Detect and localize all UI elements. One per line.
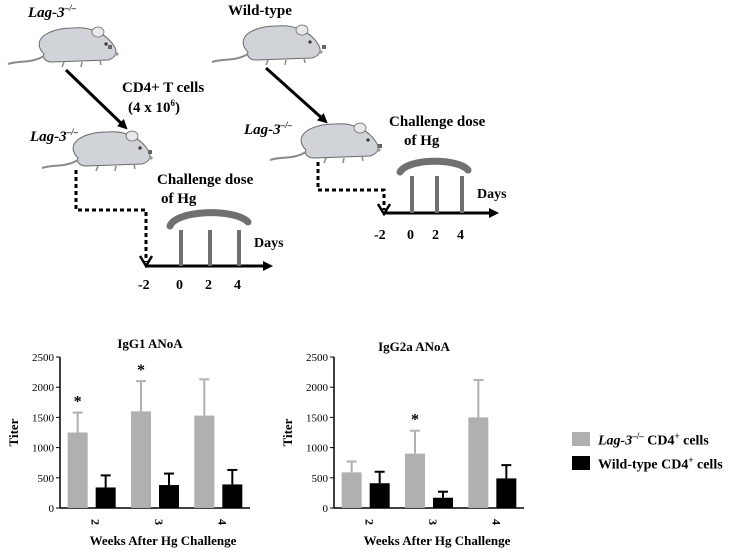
y-axis-label: Titer bbox=[6, 418, 21, 446]
y-tick-label: 1000 bbox=[306, 443, 329, 455]
challenge-bracket-right bbox=[396, 157, 472, 176]
significance-mark: * bbox=[411, 412, 419, 429]
transfer-label-line1: CD4+ T cells bbox=[122, 80, 205, 96]
donor-mouse-wildtype-icon bbox=[211, 24, 324, 66]
tick-label-right-neg2: -2 bbox=[374, 228, 386, 243]
y-tick-label: 2000 bbox=[32, 382, 55, 394]
challenge-label-right-line2: of Hg bbox=[404, 133, 440, 149]
bar-wildtype bbox=[222, 484, 243, 508]
bar-wildtype bbox=[433, 497, 453, 508]
days-label-left: Days bbox=[254, 236, 284, 251]
donor-label-right: Wild-type bbox=[228, 3, 292, 19]
tick-label-right-4: 4 bbox=[457, 228, 464, 243]
x-tick-label: 3 bbox=[152, 519, 166, 525]
x-tick-label: 2 bbox=[363, 519, 377, 525]
donor-label-left: Lag-3–/– bbox=[28, 3, 77, 21]
bar-lag3 bbox=[341, 472, 362, 508]
tick-label-left-0: 0 bbox=[176, 278, 183, 293]
significance-mark: * bbox=[137, 362, 145, 379]
dashed-path-right bbox=[316, 162, 386, 210]
tick-label-left-neg2: -2 bbox=[138, 278, 150, 293]
chart-title: IgG1 ANoA bbox=[117, 336, 183, 351]
bar-wildtype bbox=[369, 483, 390, 508]
dot-marker bbox=[322, 45, 326, 49]
y-tick-label: 2500 bbox=[306, 352, 329, 364]
chart-title: IgG2a ANoA bbox=[378, 339, 450, 354]
transfer-label-line2: (4 x 106) bbox=[128, 98, 180, 116]
bar-lag3 bbox=[131, 411, 151, 508]
legend-swatch-wildtype bbox=[572, 456, 590, 470]
y-axis-label: Titer bbox=[280, 418, 295, 446]
legend-label-lag3: Lag-3–/– CD4+ cells bbox=[598, 431, 709, 449]
x-tick-label: 3 bbox=[426, 519, 440, 525]
recipient-label-left: Lag-3–/– bbox=[30, 127, 79, 145]
bar-wildtype bbox=[159, 485, 179, 508]
challenge-bracket-left bbox=[166, 209, 252, 230]
legend-swatch-lag3 bbox=[572, 432, 590, 446]
x-tick-label: 4 bbox=[215, 519, 229, 525]
tick-label-right-2: 2 bbox=[432, 228, 439, 243]
x-tick-label: 2 bbox=[89, 519, 103, 525]
bar-lag3 bbox=[194, 415, 215, 508]
chart-igg1: IgG1 ANoA 0 500 1000 1500 2000 2500 Titer Weeks … bbox=[6, 336, 250, 548]
transfer-arrow-right bbox=[264, 66, 328, 124]
bar-wildtype bbox=[95, 487, 116, 508]
recipient-label-right: Lag-3–/– bbox=[244, 120, 293, 138]
tick-label-right-0: 0 bbox=[407, 228, 414, 243]
chart-igg2a: IgG2a ANoA 0 500 1000 1500 2000 2500 Titer Weeks… bbox=[280, 339, 524, 548]
x-axis-label: Weeks After Hg Challenge bbox=[90, 533, 237, 548]
x-tick-label: 4 bbox=[489, 519, 503, 525]
donor-mouse-lag3-icon bbox=[7, 26, 120, 68]
challenge-label-right-line1: Challenge dose bbox=[389, 114, 486, 130]
y-tick-label: 1500 bbox=[306, 412, 329, 424]
y-tick-label: 2000 bbox=[306, 382, 329, 394]
bar-lag3 bbox=[468, 417, 489, 508]
y-tick-label: 1000 bbox=[32, 443, 55, 455]
significance-mark: * bbox=[74, 394, 82, 411]
bar-lag3 bbox=[405, 453, 425, 508]
dot-marker bbox=[108, 45, 112, 49]
challenge-label-left-line2: of Hg bbox=[161, 191, 197, 207]
y-tick-label: 0 bbox=[323, 503, 329, 515]
tick-label-left-2: 2 bbox=[205, 278, 212, 293]
y-tick-label: 500 bbox=[312, 473, 329, 485]
y-tick-label: 0 bbox=[49, 503, 55, 515]
y-tick-label: 500 bbox=[38, 473, 55, 485]
challenge-label-left-line1: Challenge dose bbox=[157, 172, 254, 188]
bar-wildtype bbox=[496, 478, 517, 508]
days-label-right: Days bbox=[477, 187, 507, 202]
y-tick-label: 1500 bbox=[32, 412, 55, 424]
dot-marker bbox=[148, 150, 152, 154]
dot-marker bbox=[378, 144, 382, 148]
legend-label-wildtype: Wild-type CD4+ cells bbox=[598, 455, 723, 473]
transfer-arrow-left bbox=[64, 68, 128, 130]
y-tick-label: 2500 bbox=[32, 352, 55, 364]
bar-lag3 bbox=[67, 432, 88, 508]
tick-label-left-4: 4 bbox=[234, 278, 241, 293]
x-axis-label: Weeks After Hg Challenge bbox=[364, 533, 511, 548]
dashed-path-left bbox=[74, 170, 148, 262]
